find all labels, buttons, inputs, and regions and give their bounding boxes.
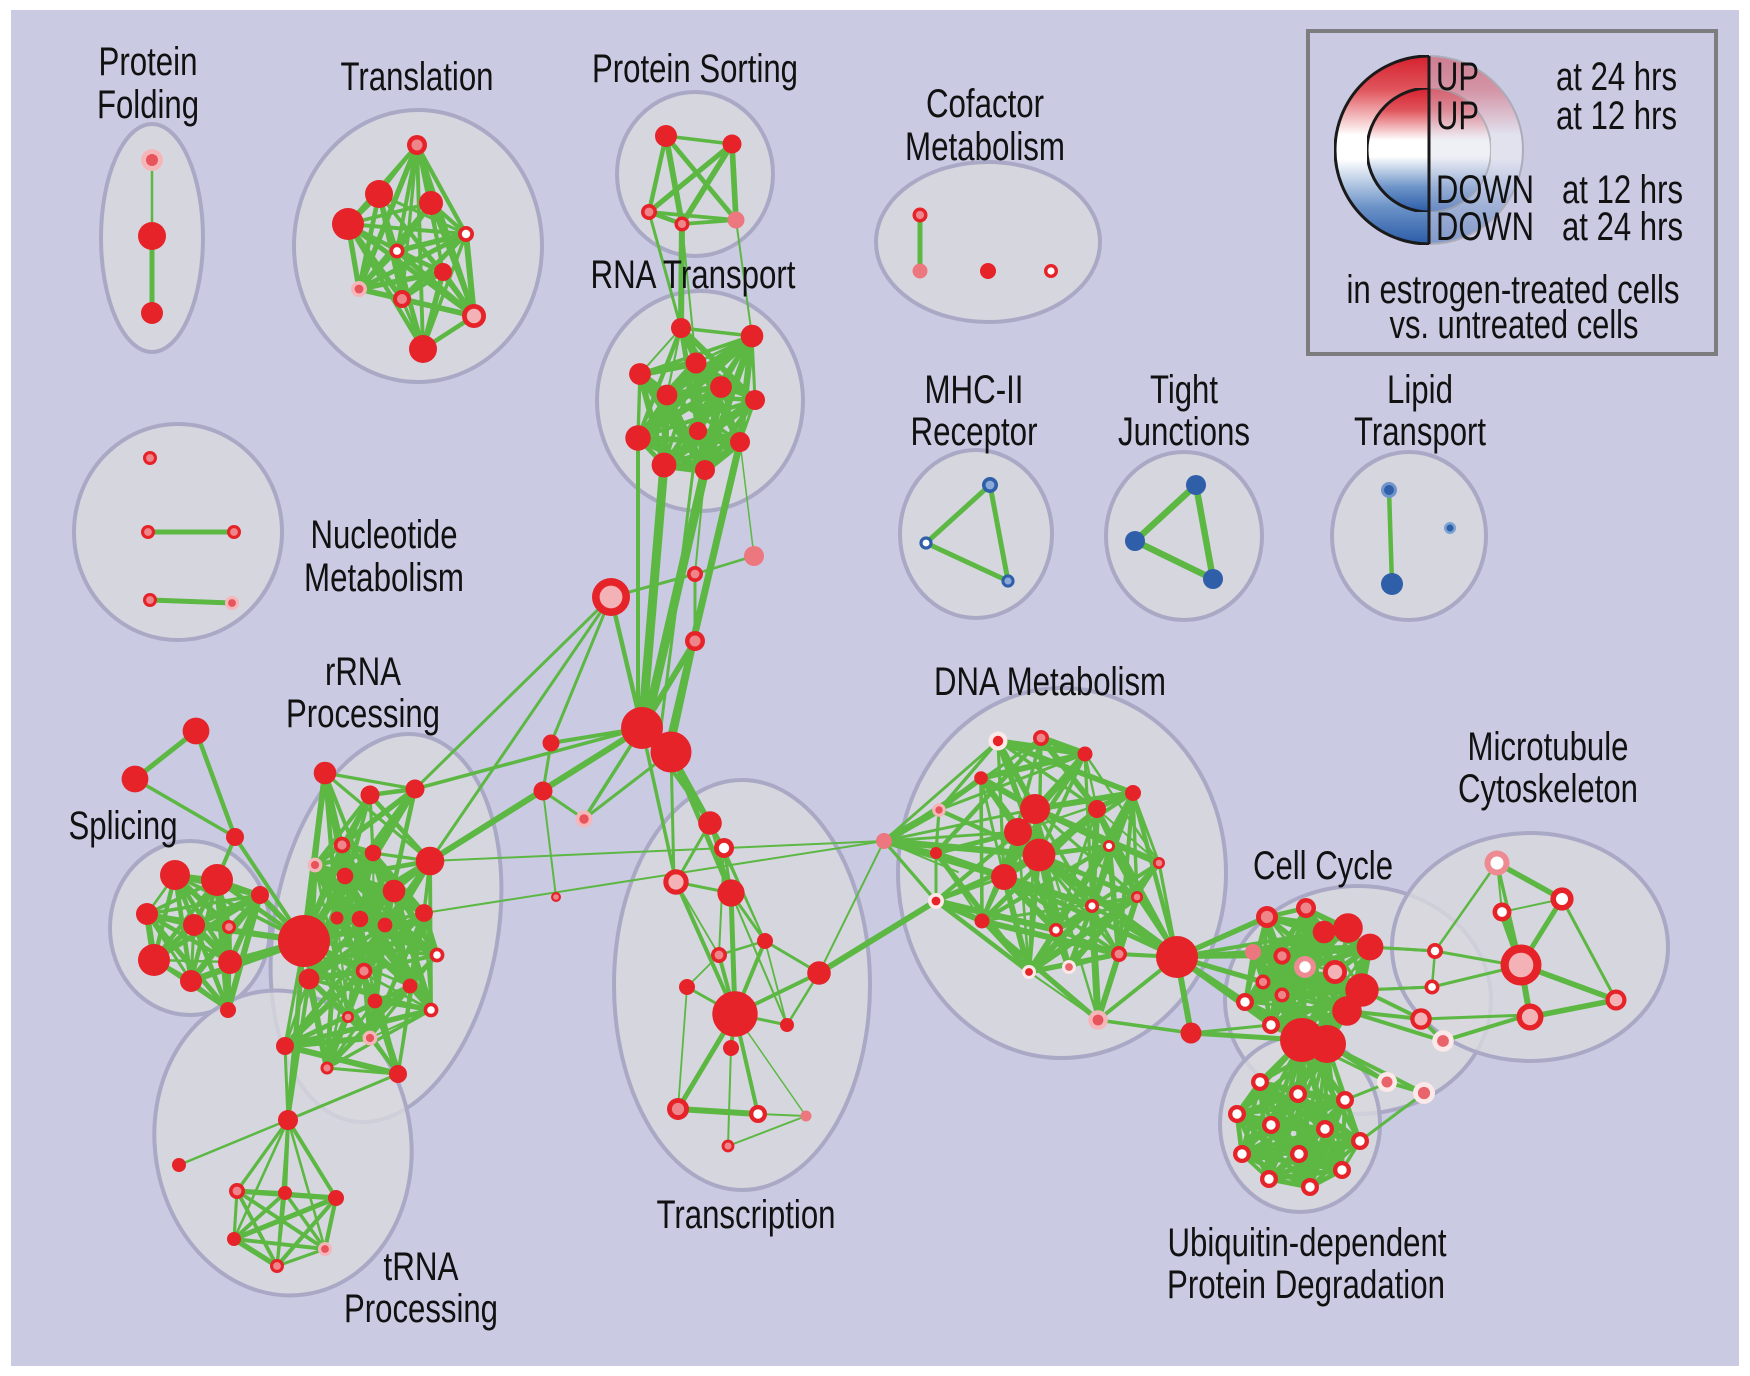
svg-text:at 24 hrs: at 24 hrs [1556,55,1677,99]
svg-text:at 24 hrs: at 24 hrs [1562,205,1683,249]
svg-text:Transport: Transport [1354,410,1486,454]
svg-text:Processing: Processing [286,692,440,736]
svg-text:Splicing: Splicing [69,804,178,848]
svg-text:Transcription: Transcription [657,1193,836,1237]
svg-text:Metabolism: Metabolism [304,556,464,600]
svg-text:DNA Metabolism: DNA Metabolism [934,660,1166,704]
svg-text:Receptor: Receptor [911,410,1038,454]
svg-text:vs. untreated cells: vs. untreated cells [1390,303,1639,347]
svg-text:Nucleotide: Nucleotide [311,513,458,557]
svg-text:Protein: Protein [99,40,198,84]
svg-text:tRNA: tRNA [384,1245,459,1289]
svg-text:DOWN: DOWN [1436,205,1534,249]
svg-text:Folding: Folding [97,83,199,127]
svg-text:DOWN: DOWN [1436,168,1534,212]
svg-text:Tight: Tight [1150,368,1218,412]
svg-text:Cofactor: Cofactor [926,82,1044,126]
svg-text:Cell Cycle: Cell Cycle [1253,844,1393,888]
svg-text:Protein Degradation: Protein Degradation [1167,1263,1445,1307]
svg-text:rRNA: rRNA [325,650,401,694]
svg-text:Cytoskeleton: Cytoskeleton [1458,767,1638,811]
svg-text:Microtubule: Microtubule [1468,725,1629,769]
svg-text:UP: UP [1436,94,1479,138]
svg-text:at 12 hrs: at 12 hrs [1556,94,1677,138]
svg-text:Translation: Translation [341,55,494,99]
svg-text:Protein Sorting: Protein Sorting [592,47,798,91]
svg-text:MHC-II: MHC-II [925,368,1024,412]
svg-text:UP: UP [1436,55,1479,99]
svg-text:Processing: Processing [344,1287,498,1331]
svg-text:Metabolism: Metabolism [905,125,1065,169]
svg-text:at 12 hrs: at 12 hrs [1562,168,1683,212]
svg-text:Lipid: Lipid [1387,368,1453,412]
svg-text:Ubiquitin-dependent: Ubiquitin-dependent [1168,1221,1447,1265]
svg-text:RNA Transport: RNA Transport [591,253,796,297]
svg-text:in estrogen-treated cells: in estrogen-treated cells [1347,268,1680,312]
svg-text:Junctions: Junctions [1118,410,1250,454]
